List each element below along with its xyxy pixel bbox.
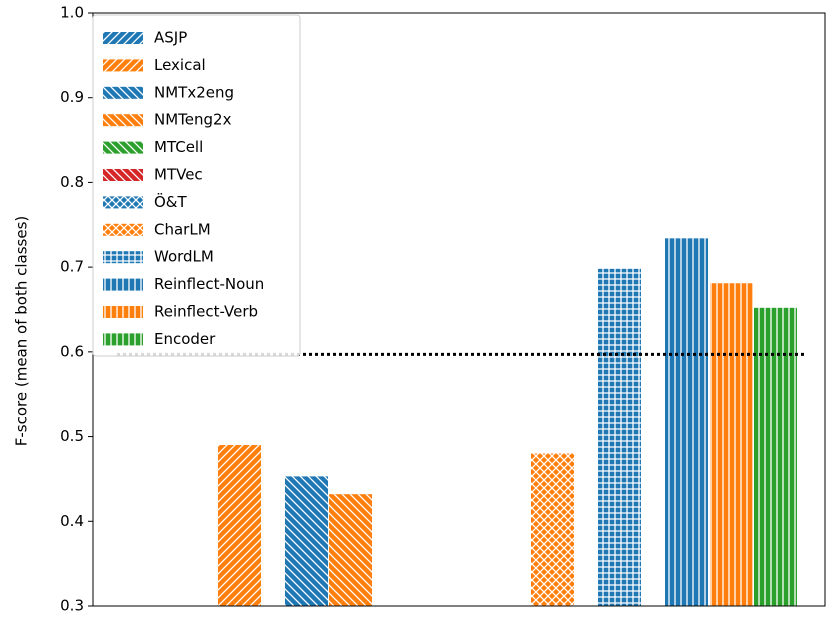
legend-swatch bbox=[103, 32, 143, 44]
legend-box bbox=[92, 14, 301, 357]
legend-label: CharLM bbox=[154, 220, 211, 238]
legend-swatch bbox=[103, 278, 143, 291]
legend-label: Ö&T bbox=[154, 192, 188, 211]
legend-label: NMTeng2x bbox=[154, 111, 232, 129]
legend-swatch bbox=[103, 223, 143, 236]
legend-swatch bbox=[103, 333, 143, 346]
y-tick-label: 0.9 bbox=[60, 88, 84, 106]
y-axis-label: F-score (mean of both classes) bbox=[13, 216, 31, 447]
legend-label: NMTx2eng bbox=[154, 83, 234, 101]
bar-wordlm bbox=[598, 268, 641, 606]
y-tick-label: 0.5 bbox=[60, 427, 84, 445]
legend-label: Reinflect-Noun bbox=[154, 275, 264, 293]
legend-swatch bbox=[103, 141, 143, 154]
bar-encoder bbox=[754, 307, 797, 606]
bar-nmtx2eng bbox=[285, 476, 328, 606]
y-tick-label: 0.3 bbox=[60, 597, 84, 615]
bar-reinflect-verb bbox=[710, 283, 753, 606]
legend-label: MTCell bbox=[154, 138, 203, 156]
legend-swatch bbox=[103, 59, 143, 72]
legend-swatch bbox=[103, 251, 143, 264]
legend-label: Encoder bbox=[154, 330, 216, 348]
bar-reinflect-noun bbox=[665, 238, 708, 606]
bar-lexical bbox=[218, 445, 261, 606]
y-axis: 0.3 0.4 0.5 0.6 0.7 0.8 0.9 1.0 bbox=[60, 4, 93, 615]
y-tick-label: 1.0 bbox=[60, 4, 84, 22]
y-tick-label: 0.7 bbox=[60, 258, 84, 276]
legend-label: ASJP bbox=[154, 29, 187, 47]
legend-swatch bbox=[103, 86, 143, 99]
legend-label: WordLM bbox=[154, 248, 214, 266]
legend-label: MTVec bbox=[154, 166, 203, 184]
bar-nmteng2x bbox=[329, 494, 372, 606]
bars bbox=[218, 238, 797, 606]
legend-swatch bbox=[103, 169, 143, 181]
legend-label: Lexical bbox=[154, 56, 206, 74]
legend-swatch bbox=[103, 114, 143, 127]
y-tick-label: 0.8 bbox=[60, 173, 84, 191]
legend-swatch bbox=[103, 196, 143, 209]
legend-swatch bbox=[103, 306, 143, 318]
legend: ASJP Lexical NMTx2eng NMTeng2x MTCell MTVec Ö&… bbox=[92, 14, 301, 357]
legend-label: Reinflect-Verb bbox=[154, 303, 258, 321]
y-tick-label: 0.6 bbox=[60, 342, 84, 360]
y-tick-label: 0.4 bbox=[60, 512, 84, 530]
bar-charlm bbox=[531, 453, 574, 606]
